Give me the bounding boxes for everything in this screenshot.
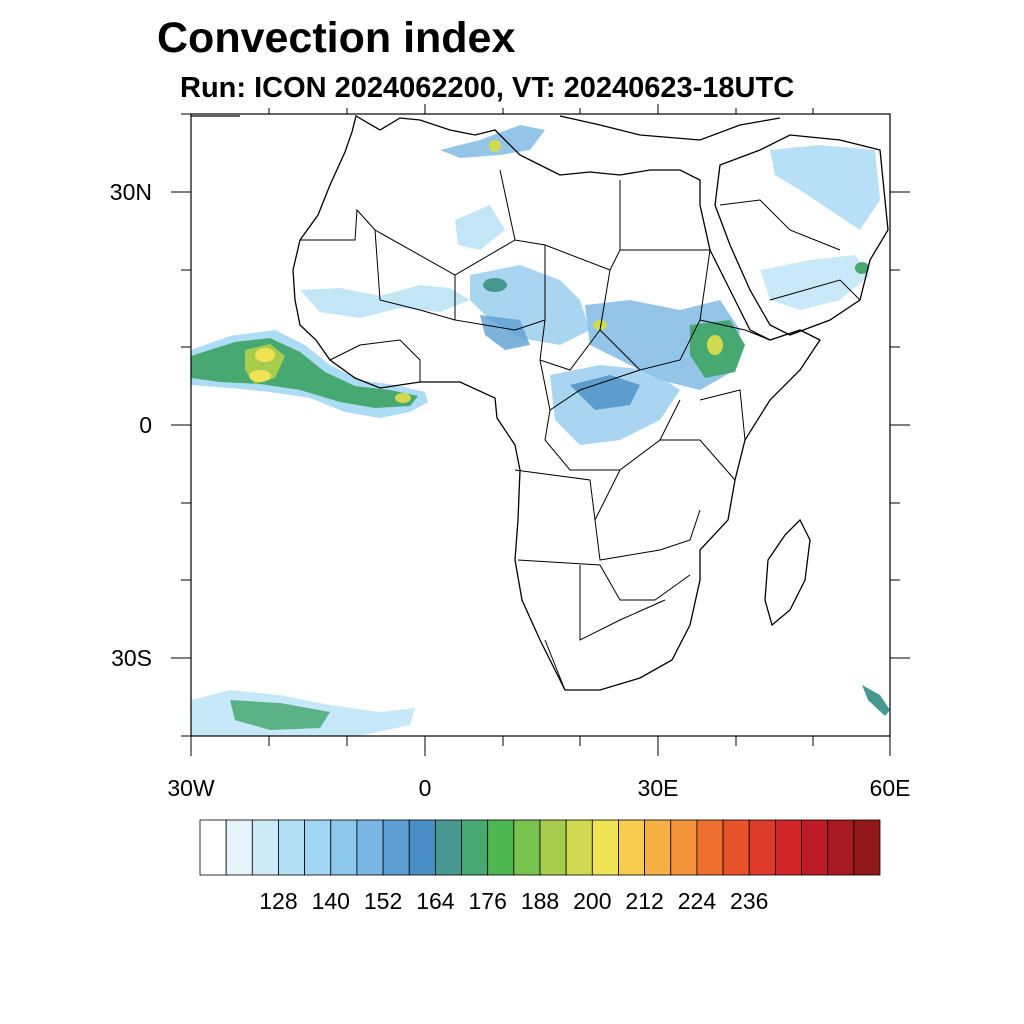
colorbar-swatch <box>225 819 253 876</box>
madagascar-coastline <box>764 518 811 627</box>
colorbar-tick-label: 212 <box>625 888 664 914</box>
colorbar-swatch <box>513 819 541 876</box>
lat-label-30n: 30N <box>109 179 152 205</box>
colorbar-swatch <box>853 819 881 876</box>
plot-subtitle: Run: ICON 2024062200, VT: 20240623-18UTC <box>180 72 795 104</box>
nigeria-cells <box>480 315 530 350</box>
sudan-hot <box>593 320 607 330</box>
colorbar-swatch <box>591 819 619 876</box>
congo-core <box>570 375 640 410</box>
tunisia-hot <box>489 140 501 152</box>
colorbar-swatch <box>618 819 646 876</box>
colorbar-swatch <box>801 819 829 876</box>
colorbar-swatch <box>539 819 567 876</box>
colorbar-tick-label: 176 <box>468 888 507 914</box>
colorbar-tick-label: 200 <box>573 888 612 914</box>
lat-label-30s: 30S <box>111 645 152 671</box>
itcz-hot-3 <box>395 393 411 403</box>
arabia-band <box>770 145 880 230</box>
colorbar-swatch <box>827 819 855 876</box>
colorbar-swatch <box>644 819 672 876</box>
lon-label-0: 0 <box>418 775 432 801</box>
colorbar-swatch <box>696 819 724 876</box>
south-atlantic-core <box>230 700 330 730</box>
colorbar-tick-label: 236 <box>730 888 769 914</box>
colorbar-swatch <box>199 819 227 876</box>
colorbar-tick-label: 152 <box>363 888 403 914</box>
colorbar-swatch <box>251 819 279 876</box>
axis-ticks <box>171 104 910 756</box>
colorbar-swatch <box>278 819 306 876</box>
country-borders <box>300 169 861 691</box>
africa-coastline <box>292 115 821 691</box>
colorbar-swatch <box>722 819 750 876</box>
arabia-south <box>760 255 870 310</box>
ethiopia-hot <box>707 335 723 355</box>
convection-field <box>191 125 890 736</box>
colorbar-swatch <box>356 819 384 876</box>
colorbar-swatch <box>304 819 332 876</box>
colorbar-tick-label: 224 <box>677 888 717 914</box>
lon-label-60e: 60E <box>869 775 911 801</box>
lon-label-30w: 30W <box>167 775 215 801</box>
lon-label-30e: 30E <box>637 775 679 801</box>
map-frame <box>190 113 891 737</box>
itcz-hot-1 <box>255 348 275 362</box>
coastlines <box>191 115 889 691</box>
mediterranean-north <box>559 115 781 141</box>
colorbar-tick-label: 128 <box>259 888 298 914</box>
colorbar-swatch <box>670 819 698 876</box>
plot-title: Convection index <box>157 14 516 62</box>
colorbar-swatch <box>434 819 462 876</box>
colorbar <box>199 819 881 876</box>
colorbar-swatch <box>330 819 358 876</box>
niger-cell <box>483 278 507 292</box>
colorbar-swatch <box>748 819 776 876</box>
colorbar-swatch <box>461 819 489 876</box>
colorbar-tick-label: 140 <box>311 888 350 914</box>
colorbar-tick-label: 188 <box>520 888 560 914</box>
indian-ocean-band <box>862 685 890 716</box>
lat-label-0: 0 <box>139 412 152 438</box>
itcz-hot-2 <box>249 370 271 382</box>
colorbar-swatch <box>565 819 593 876</box>
colorbar-swatch <box>774 819 802 876</box>
colorbar-swatch <box>408 819 436 876</box>
sahara-cells <box>455 205 505 250</box>
oman-cell <box>855 262 869 274</box>
colorbar-swatch <box>487 819 515 876</box>
colorbar-tick-label: 164 <box>416 888 455 914</box>
colorbar-swatch <box>382 819 410 876</box>
